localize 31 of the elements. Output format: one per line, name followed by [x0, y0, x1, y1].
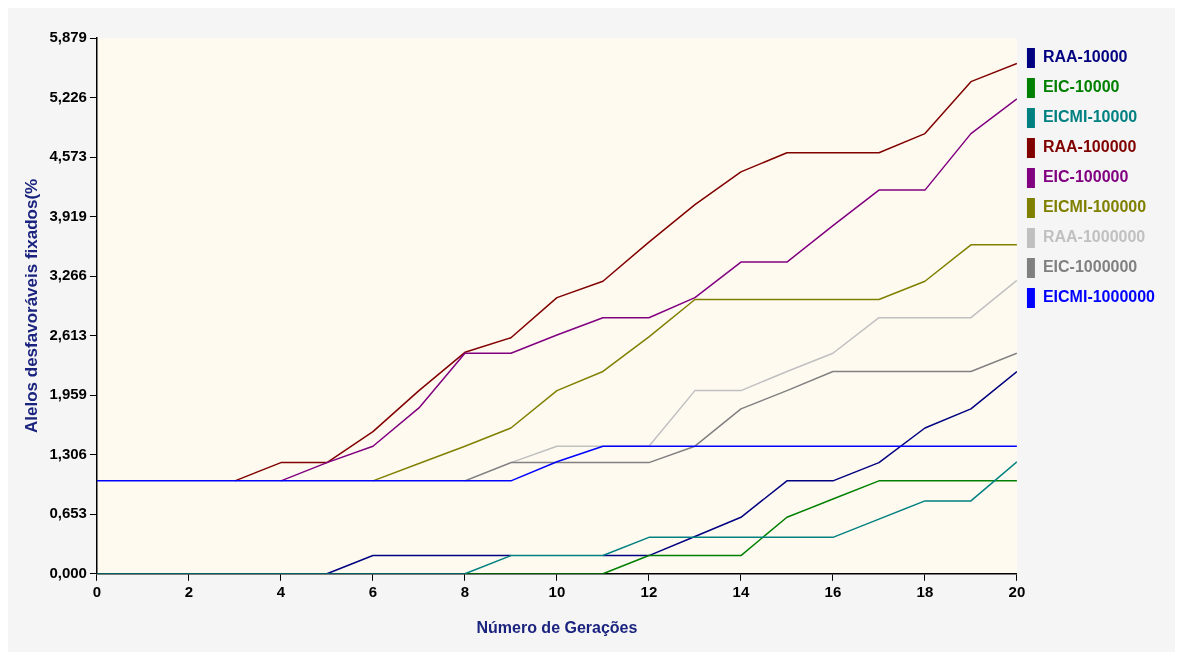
y-tick-label: 5,879: [49, 28, 87, 46]
y-tick-label: 4,573: [49, 147, 87, 165]
y-tick-label: 1,959: [49, 385, 87, 403]
y-axis-title: Alelos desfavoráveis fixados(%: [21, 178, 41, 433]
x-tick-label: 18: [916, 582, 934, 600]
y-tick-label: 3,266: [49, 266, 87, 284]
y-tick-label: 3,919: [49, 206, 87, 224]
legend-label: EICMI-10000: [1042, 108, 1138, 126]
x-tick-label: 2: [184, 582, 194, 600]
x-tick-label: 14: [732, 582, 750, 600]
y-tick-label: 0,000: [49, 563, 87, 581]
legend-label: EIC-100000: [1042, 168, 1129, 186]
x-tick-label: 4: [276, 582, 286, 600]
legend-label: RAA-10000: [1042, 48, 1128, 66]
legend-label: EICMI-100000: [1042, 198, 1147, 216]
y-tick-label: 0,653: [49, 504, 87, 522]
y-tick-label: 2,613: [49, 325, 87, 343]
x-tick-label: 0: [92, 582, 102, 600]
y-tick-label: 5,226: [49, 87, 87, 105]
x-tick-label: 8: [460, 582, 470, 600]
legend-label: RAA-100000: [1042, 138, 1137, 156]
legend-label: EIC-1000000: [1042, 258, 1138, 276]
x-tick-label: 12: [640, 582, 658, 600]
x-axis-title: Número de Gerações: [476, 618, 638, 636]
x-tick-label: 10: [548, 582, 566, 600]
y-tick-label: 1,306: [49, 444, 87, 462]
x-tick-label: 6: [368, 582, 378, 600]
x-tick-label: 16: [824, 582, 842, 600]
legend-label: EICMI-1000000: [1042, 288, 1156, 306]
x-tick-label: 20: [1008, 582, 1026, 600]
legend-label: EIC-10000: [1042, 78, 1120, 96]
